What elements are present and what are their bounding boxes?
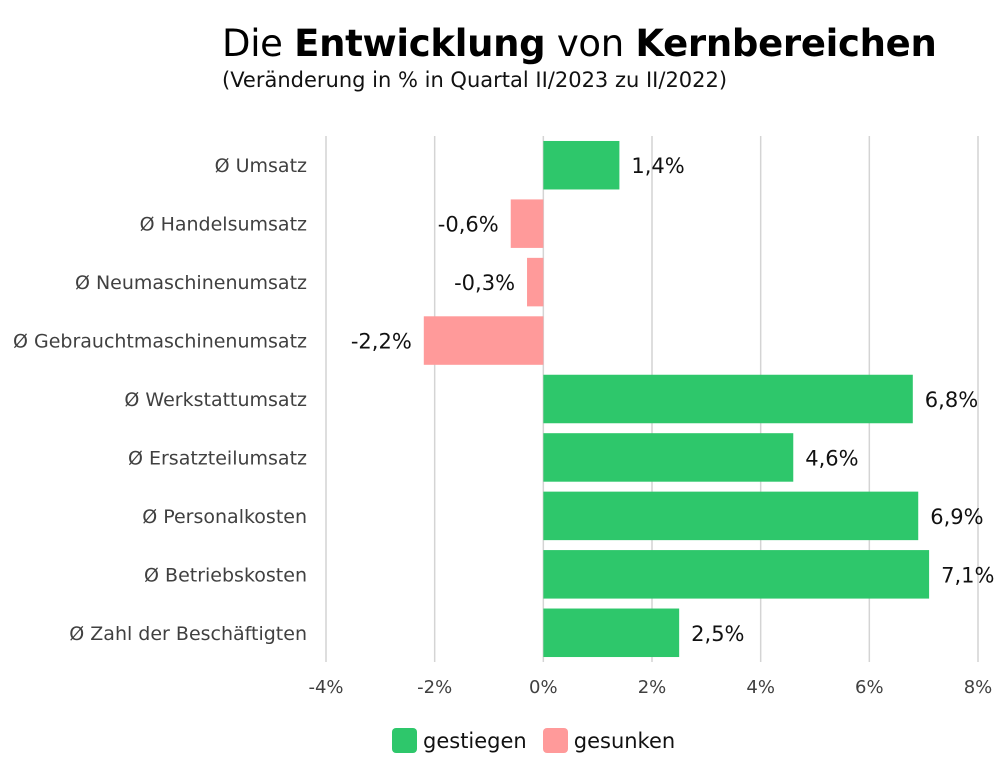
- title-part-1: Die: [222, 22, 295, 65]
- bar: [423, 316, 544, 365]
- category-label: Ø Neumaschinenumsatz: [75, 272, 307, 294]
- bar: [543, 374, 913, 424]
- bar: [543, 491, 919, 541]
- title-part-2: Entwicklung: [294, 22, 546, 65]
- category-label: Ø Umsatz: [215, 155, 307, 177]
- bar: [510, 199, 544, 248]
- data-label: 6,9%: [930, 505, 983, 529]
- legend-item-decrease: gesunken: [542, 728, 676, 753]
- category-label: Ø Ersatzteilumsatz: [128, 447, 307, 469]
- x-tick-label: 2%: [638, 677, 667, 698]
- title-part-4: Kernbereichen: [635, 22, 937, 65]
- bar: [543, 550, 930, 599]
- legend-label-increase: gestiegen: [423, 728, 527, 753]
- legend-label-decrease: gesunken: [573, 728, 676, 753]
- legend-item-increase: gestiegen: [392, 728, 527, 753]
- category-label: Ø Handelsumsatz: [140, 214, 307, 236]
- x-tick-label: 4%: [746, 677, 775, 698]
- x-tick-label: -4%: [308, 677, 343, 698]
- legend-swatch-decrease: [542, 728, 568, 753]
- bar: [543, 608, 680, 658]
- legend-swatch-increase: [392, 728, 417, 753]
- x-tick-label: -2%: [417, 677, 452, 698]
- data-label: 1,4%: [631, 154, 684, 178]
- x-tick-label: 0%: [529, 677, 558, 698]
- category-label: Ø Gebrauchtmaschinenumsatz: [13, 331, 307, 353]
- data-label: 4,6%: [805, 446, 858, 470]
- bar: [543, 433, 794, 482]
- data-label: 6,8%: [925, 388, 978, 412]
- x-tick-label: 6%: [855, 677, 884, 698]
- category-label: Ø Zahl der Beschäftigten: [69, 623, 307, 645]
- bar: [543, 140, 620, 190]
- legend: gestiegen gesunken: [392, 728, 691, 753]
- chart-title: Die Entwicklung von Kernbereichen: [222, 22, 937, 65]
- x-tick-label: 8%: [964, 677, 993, 698]
- data-label: -2,2%: [351, 330, 412, 354]
- category-label: Ø Werkstattumsatz: [124, 389, 307, 411]
- data-label: 7,1%: [941, 563, 994, 587]
- data-label: 2,5%: [691, 622, 744, 646]
- data-label: -0,6%: [438, 213, 499, 237]
- data-label: -0,3%: [454, 271, 515, 295]
- title-part-3: von: [545, 22, 636, 65]
- chart-subtitle: (Veränderung in % in Quartal II/2023 zu …: [222, 68, 728, 92]
- category-label: Ø Betriebskosten: [144, 564, 307, 586]
- category-label: Ø Personalkosten: [142, 506, 307, 528]
- bar: [527, 257, 544, 307]
